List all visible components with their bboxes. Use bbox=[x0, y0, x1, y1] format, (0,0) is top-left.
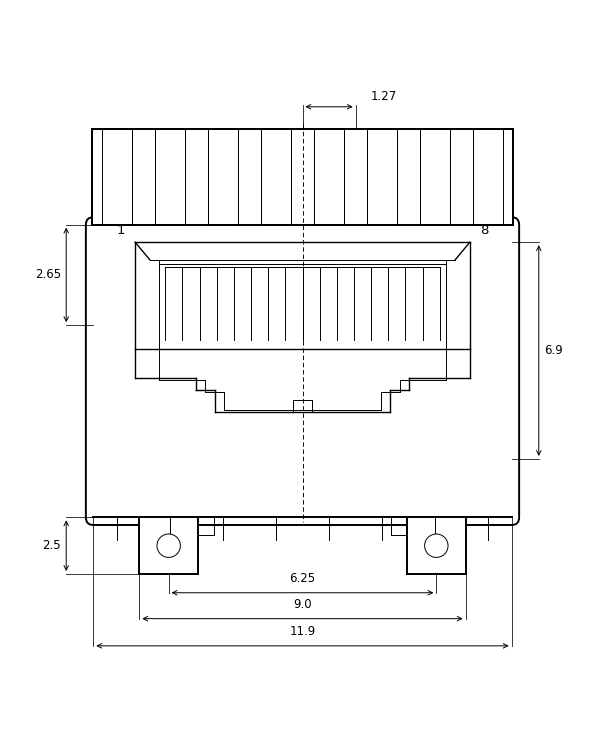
Bar bbox=[397, 128, 420, 224]
Text: 1: 1 bbox=[117, 224, 125, 237]
Bar bbox=[139, 517, 198, 574]
Circle shape bbox=[425, 534, 448, 557]
Bar bbox=[407, 517, 466, 574]
Text: 网店旗舰: 网店旗舰 bbox=[379, 429, 419, 447]
Text: 9.0: 9.0 bbox=[293, 598, 312, 611]
Bar bbox=[132, 128, 155, 224]
Text: 8: 8 bbox=[480, 224, 488, 237]
Circle shape bbox=[157, 534, 180, 557]
Bar bbox=[344, 128, 367, 224]
Bar bbox=[93, 128, 512, 224]
FancyBboxPatch shape bbox=[86, 217, 519, 525]
Text: SEKO: SEKO bbox=[169, 369, 260, 398]
Text: 6.9: 6.9 bbox=[544, 344, 563, 357]
Text: 11.9: 11.9 bbox=[289, 625, 316, 638]
Bar bbox=[291, 128, 314, 224]
Text: 1.27: 1.27 bbox=[370, 91, 396, 103]
Bar bbox=[450, 128, 473, 224]
Text: 世弘电子行: 世弘电子行 bbox=[194, 429, 244, 447]
Bar bbox=[238, 128, 261, 224]
Text: 2.5: 2.5 bbox=[42, 539, 61, 552]
Text: 6.25: 6.25 bbox=[289, 572, 316, 585]
Bar bbox=[185, 128, 208, 224]
Text: COM: COM bbox=[359, 369, 438, 398]
Text: 2.65: 2.65 bbox=[35, 269, 61, 281]
